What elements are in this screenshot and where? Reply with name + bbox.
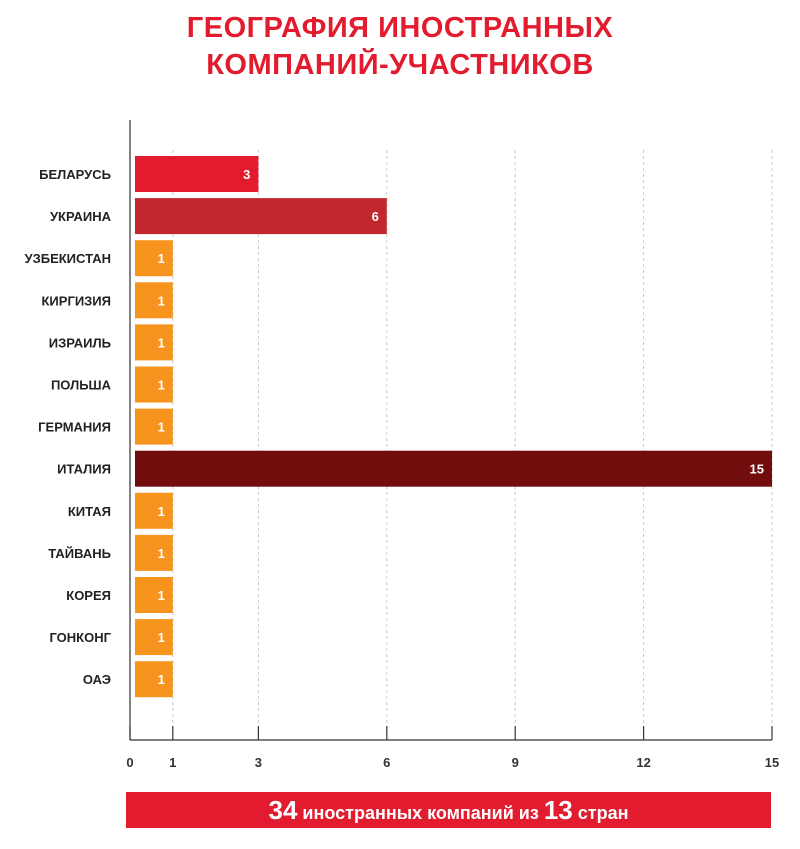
category-label: ОАЭ [83, 672, 111, 687]
bar [135, 240, 173, 277]
summary-text-1: иностранных компаний из [302, 803, 539, 823]
category-label: УЗБЕКИСТАН [25, 251, 112, 266]
bar [135, 577, 173, 613]
chart-title-line-2: КОМПАНИЙ-УЧАСТНИКОВ [206, 49, 594, 81]
bar [135, 534, 173, 571]
bar [135, 408, 173, 445]
bar-value-label: 1 [158, 293, 165, 308]
bar-value-label: 1 [158, 420, 165, 435]
bar-value-label: 3 [243, 167, 250, 182]
category-label: БЕЛАРУСЬ [39, 167, 111, 182]
bar-value-label: 1 [158, 546, 165, 561]
category-label: ИЗРАИЛЬ [49, 335, 111, 350]
bar-value-label: 1 [158, 251, 165, 266]
x-tick-label: 6 [383, 755, 390, 770]
summary-company-count: 34 [268, 795, 298, 825]
bar-chart: 0 1 3 6 9 12 15 3 БЕЛАРУСЬ 6 УКРАИНА 1 УЗБЕКИСТАН 1 КИ… [25, 120, 779, 770]
bar-value-label: 1 [158, 335, 165, 350]
bar-value-label: 1 [158, 378, 165, 393]
bar-value-label: 1 [158, 504, 165, 519]
bar-value-label: 1 [158, 672, 165, 687]
x-tick-label: 9 [512, 755, 519, 770]
bar-value-label: 1 [158, 630, 165, 645]
category-label: КИРГИЗИЯ [42, 293, 112, 308]
category-label: ПОЛЬША [51, 378, 112, 393]
x-tick-label: 1 [169, 755, 176, 770]
x-tick-label: 12 [636, 755, 650, 770]
bar [135, 619, 173, 656]
x-tick-label: 0 [126, 755, 133, 770]
bar [135, 324, 173, 361]
summary-text-2: стран [577, 803, 629, 823]
category-label: ИТАЛИЯ [57, 462, 111, 477]
category-label: ТАЙВАНЬ [48, 546, 111, 561]
bar-value-label: 15 [750, 462, 764, 477]
bar [135, 198, 387, 235]
bar-value-label: 6 [372, 209, 379, 224]
bar [135, 282, 173, 319]
summary-banner: 34 иностранных компаний из 13 стран [126, 792, 771, 828]
x-tick-label: 3 [255, 755, 262, 770]
category-label: ГОНКОНГ [49, 630, 111, 645]
bar [135, 366, 173, 403]
bar [135, 661, 173, 698]
category-label: КИТАЯ [68, 504, 111, 519]
category-label: УКРАИНА [50, 209, 112, 224]
bar-value-label: 1 [158, 588, 165, 603]
bar [135, 492, 173, 529]
category-label: ГЕРМАНИЯ [38, 420, 111, 435]
category-label: КОРЕЯ [66, 588, 111, 603]
summary-country-count: 13 [543, 795, 573, 825]
bar [135, 450, 772, 487]
bar [135, 156, 259, 192]
chart-title-line-1: ГЕОГРАФИЯ ИНОСТРАННЫХ [186, 12, 614, 44]
x-tick-label: 15 [765, 755, 779, 770]
